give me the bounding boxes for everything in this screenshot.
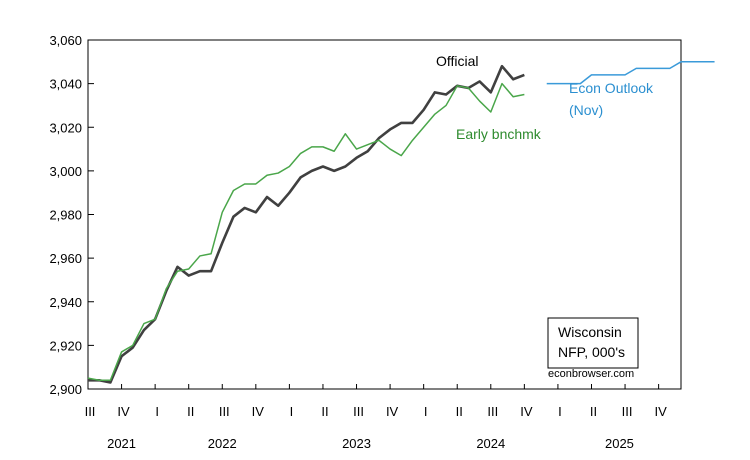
- y-tick-label: 3,040: [49, 77, 82, 92]
- quarter-label: III: [487, 404, 498, 419]
- early-benchmark-label: Early bnchmk: [456, 126, 542, 142]
- y-tick-label: 3,020: [49, 120, 82, 135]
- quarter-label: II: [590, 404, 597, 419]
- quarter-label: IV: [252, 404, 265, 419]
- quarter-label: III: [622, 404, 633, 419]
- econ-outlook-label-line1: Econ Outlook: [569, 80, 654, 96]
- series-layer: [87, 61, 715, 384]
- quarter-label: IV: [386, 404, 399, 419]
- quarter-label: IV: [654, 404, 667, 419]
- econ-outlook-line: [546, 61, 715, 85]
- info-box-line2: NFP, 000's: [558, 344, 625, 360]
- quarter-label: IV: [117, 404, 130, 419]
- y-tick-label: 2,900: [49, 382, 82, 397]
- source-label: econbrowser.com: [548, 368, 634, 380]
- quarter-label: II: [321, 404, 328, 419]
- x-axis: III IV I II III IV I II III IV I II III IV I II III IV202…: [85, 384, 667, 451]
- y-tick-label: 2,920: [49, 338, 82, 353]
- year-label: 2024: [476, 436, 505, 451]
- quarter-label: I: [155, 404, 159, 419]
- official-label: Official: [436, 53, 479, 69]
- year-label: 2023: [342, 436, 371, 451]
- quarter-label: III: [353, 404, 364, 419]
- y-tick-label: 2,980: [49, 208, 82, 223]
- quarter-label: II: [187, 404, 194, 419]
- info-box: [547, 317, 639, 369]
- quarter-label: II: [456, 404, 463, 419]
- y-tick-label: 2,940: [49, 295, 82, 310]
- y-tick-label: 2,960: [49, 251, 82, 266]
- info-box-line1: Wisconsin: [558, 324, 622, 340]
- quarter-label: III: [85, 404, 96, 419]
- y-tick-label: 3,060: [49, 33, 82, 48]
- quarter-label: I: [558, 404, 562, 419]
- early-benchmark-line: [87, 82, 525, 382]
- year-label: 2021: [107, 436, 136, 451]
- year-label: 2022: [208, 436, 237, 451]
- y-axis: 2,900 2,920 2,940 2,960 2,980 3,000 3,020 3,040…: [49, 33, 94, 397]
- y-tick-label: 3,000: [49, 164, 82, 179]
- quarter-label: III: [219, 404, 230, 419]
- year-label: 2025: [605, 436, 634, 451]
- quarter-label: IV: [520, 404, 533, 419]
- quarter-label: I: [424, 404, 428, 419]
- econ-outlook-label-line2: (Nov): [569, 102, 603, 118]
- quarter-label: I: [290, 404, 294, 419]
